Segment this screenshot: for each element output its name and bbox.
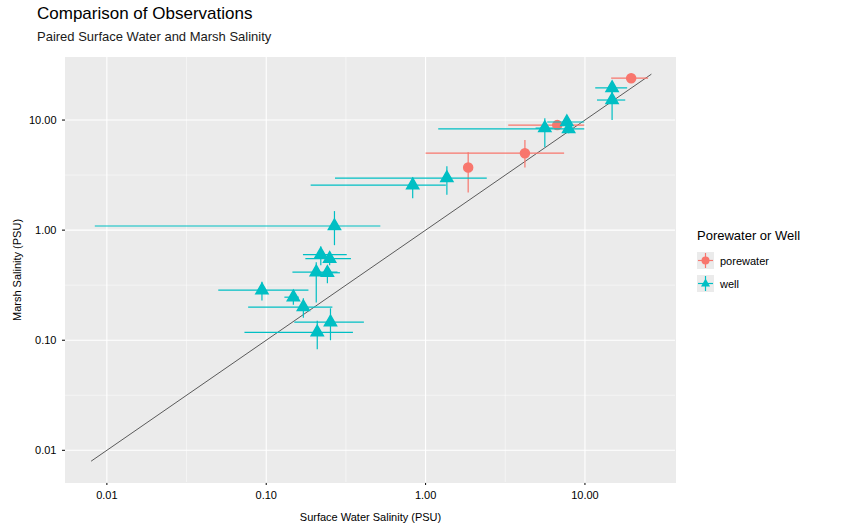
html-text:Comparison of Observations: Comparison of Observations <box>37 4 253 23</box>
svg-text:1.00: 1.00 <box>35 224 56 236</box>
svg-text:0.01: 0.01 <box>96 489 117 501</box>
svg-text:0.01: 0.01 <box>35 444 56 456</box>
svg-text:0.10: 0.10 <box>256 489 277 501</box>
svg-text:10.00: 10.00 <box>29 114 57 126</box>
svg-text:Marsh Salinity (PSU): Marsh Salinity (PSU) <box>11 219 23 321</box>
html-text:Paired Surface Water and Marsh: Paired Surface Water and Marsh Salinity <box>37 29 272 44</box>
svg-text:Surface Water Salinity (PSU): Surface Water Salinity (PSU) <box>300 511 441 523</box>
svg-text:0.10: 0.10 <box>35 334 56 346</box>
svg-text:1.00: 1.00 <box>415 489 436 501</box>
html-text:well: well <box>720 277 739 290</box>
html-text:porewater: porewater <box>720 254 769 267</box>
svg-text:10.00: 10.00 <box>571 489 599 501</box>
html-text:Porewater or Well: Porewater or Well <box>697 228 801 243</box>
